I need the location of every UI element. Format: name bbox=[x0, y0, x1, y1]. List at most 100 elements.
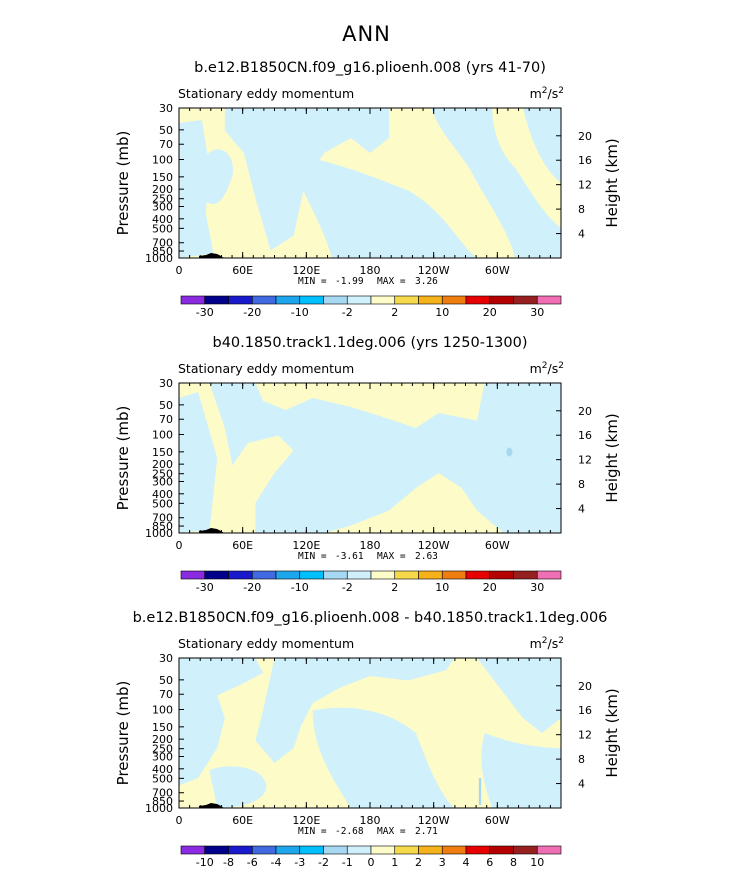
y-axis-title: Pressure (mb) bbox=[114, 681, 132, 786]
y-tick-label: 250 bbox=[152, 193, 173, 206]
topography bbox=[199, 528, 224, 533]
chart-panel-1: b.e12.B1850CN.f09_g16.plioenh.008 (yrs 4… bbox=[0, 50, 733, 330]
y-tick-label: 500 bbox=[152, 772, 173, 785]
y-tick-label: 400 bbox=[152, 213, 173, 226]
colorbar-label: -10 bbox=[196, 856, 214, 869]
y-tick-label: 50 bbox=[159, 674, 173, 687]
colorbar-box bbox=[394, 570, 419, 580]
y-tick-label: 250 bbox=[152, 468, 173, 481]
units-label: m2/s2 bbox=[530, 361, 564, 376]
colorbar-label: 10 bbox=[530, 856, 544, 869]
min-label: MIN = bbox=[298, 276, 327, 287]
y-tick-label-right: 12 bbox=[578, 729, 592, 742]
chart-svg: Stationary eddy momentum m2/s2 0 60E 120E 180… bbox=[114, 86, 621, 319]
y-tick-label: 100 bbox=[152, 154, 173, 167]
contour-region bbox=[522, 108, 561, 183]
colorbar-box bbox=[180, 295, 206, 305]
colorbar-box bbox=[441, 295, 467, 305]
y-tick-label: 100 bbox=[152, 429, 173, 442]
y-tick-label-right: 12 bbox=[578, 179, 592, 192]
x-tick-label: 60E bbox=[232, 814, 253, 827]
x-tick-label: 180 bbox=[360, 264, 381, 277]
colorbar-box bbox=[299, 845, 324, 855]
colorbar-box bbox=[323, 295, 348, 305]
colorbar-label: -2 bbox=[318, 856, 329, 869]
min-label: MIN = bbox=[298, 551, 327, 562]
colorbar-label: -8 bbox=[223, 856, 234, 869]
colorbar-box bbox=[299, 295, 324, 305]
colorbar-box bbox=[536, 295, 562, 305]
chart-subtitle: Stationary eddy momentum bbox=[178, 361, 354, 376]
y-tick-label: 700 bbox=[152, 512, 173, 525]
contour-group bbox=[179, 658, 561, 808]
y-tick-label: 50 bbox=[159, 399, 173, 412]
chart-title: b40.1850.track1.1deg.006 (yrs 1250-1300) bbox=[212, 335, 528, 351]
x-tick-label: 120W bbox=[418, 264, 450, 277]
colorbar-box bbox=[418, 295, 443, 305]
chart-panel-3: b.e12.B1850CN.f09_g16.plioenh.008 - b40.… bbox=[0, 600, 733, 880]
colorbar-label: 10 bbox=[435, 581, 449, 594]
y-tick-label-right: 20 bbox=[578, 130, 592, 143]
colorbar-label: 20 bbox=[483, 306, 497, 319]
page-title: ANN bbox=[342, 22, 391, 46]
colorbar-label: 4 bbox=[463, 856, 470, 869]
y-tick-label: 1000 bbox=[145, 252, 173, 265]
units-label: m2/s2 bbox=[530, 86, 564, 101]
colorbar-box bbox=[536, 845, 562, 855]
colorbar-label: -1 bbox=[342, 856, 353, 869]
colorbar-label: 8 bbox=[510, 856, 517, 869]
colorbar-box bbox=[228, 295, 253, 305]
y-tick-label: 250 bbox=[152, 743, 173, 756]
colorbar-box bbox=[275, 295, 301, 305]
y-tick-label-right: 4 bbox=[578, 503, 585, 516]
contour-region bbox=[476, 658, 561, 733]
y-tick-label-right: 4 bbox=[578, 778, 585, 791]
colorbar-box bbox=[204, 845, 229, 855]
topography bbox=[199, 253, 224, 258]
y-tick-label-right: 8 bbox=[578, 478, 585, 491]
contour-region bbox=[431, 108, 561, 258]
y-tick-label-right: 4 bbox=[578, 228, 585, 241]
min-value: -1.99 bbox=[335, 276, 364, 287]
contour-region bbox=[209, 766, 267, 808]
x-tick-label: 60W bbox=[485, 814, 510, 827]
chart-title: b.e12.B1850CN.f09_g16.plioenh.008 - b40.… bbox=[132, 610, 608, 626]
y-tick-label: 200 bbox=[152, 183, 173, 196]
colorbar-label: -2 bbox=[342, 581, 353, 594]
y-tick-label: 300 bbox=[152, 475, 173, 488]
colorbar-box bbox=[323, 570, 348, 580]
colorbar-box bbox=[513, 570, 538, 580]
units-label: m2/s2 bbox=[530, 636, 564, 651]
colorbar-box bbox=[394, 295, 419, 305]
colorbar-box bbox=[394, 845, 419, 855]
y-tick-label: 300 bbox=[152, 200, 173, 213]
x-tick-label: 0 bbox=[176, 814, 183, 827]
y-tick-label: 850 bbox=[152, 520, 173, 533]
contour-region bbox=[312, 707, 455, 808]
chart-panel-2: b40.1850.track1.1deg.006 (yrs 1250-1300)… bbox=[0, 325, 733, 605]
x-tick-label: 120W bbox=[418, 814, 450, 827]
contour-region bbox=[481, 733, 561, 808]
colorbar-box bbox=[204, 570, 229, 580]
colorbar-box bbox=[489, 295, 514, 305]
colorbar-box bbox=[536, 570, 562, 580]
contour-region bbox=[201, 149, 233, 205]
colorbar-label: 2 bbox=[391, 306, 398, 319]
colorbar-label: 6 bbox=[486, 856, 493, 869]
contour-group bbox=[179, 108, 561, 258]
y-tick-label-right: 12 bbox=[578, 454, 592, 467]
x-tick-label: 60W bbox=[485, 539, 510, 552]
colorbar-box bbox=[418, 845, 443, 855]
max-label: MAX = bbox=[377, 551, 406, 562]
chart-subtitle: Stationary eddy momentum bbox=[178, 86, 354, 101]
x-tick-label: 120E bbox=[292, 264, 320, 277]
colorbar-box bbox=[228, 845, 253, 855]
y-tick-label: 150 bbox=[152, 171, 173, 184]
max-value: 3.26 bbox=[415, 276, 438, 287]
y-tick-label: 100 bbox=[152, 704, 173, 717]
max-value: 2.71 bbox=[415, 826, 438, 837]
y-tick-label-right: 8 bbox=[578, 203, 585, 216]
colorbar-box bbox=[346, 295, 372, 305]
colorbar-box bbox=[180, 845, 206, 855]
y-tick-label: 70 bbox=[159, 413, 173, 426]
